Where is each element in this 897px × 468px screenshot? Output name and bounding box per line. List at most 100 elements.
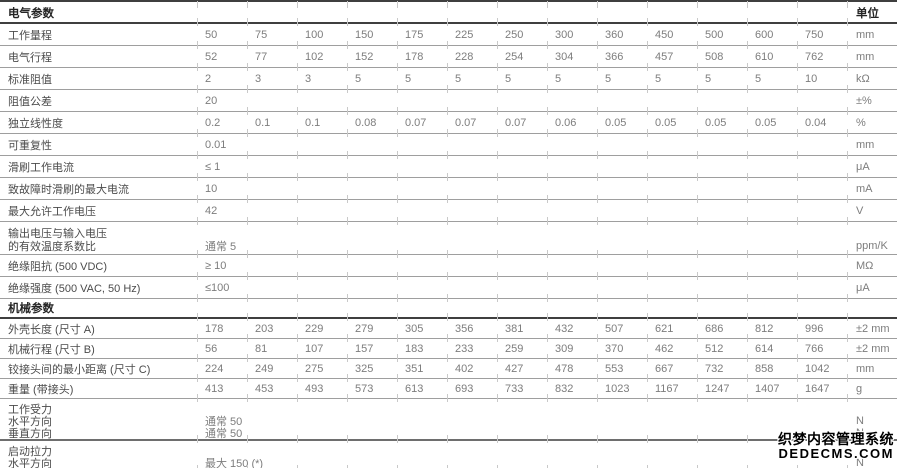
watermark-cms-name: 织梦内容管理系统 (778, 431, 894, 448)
value-cell: 224 (205, 362, 224, 375)
value-cell: 693 (455, 382, 474, 395)
row-label: 绝缘阻抗 (500 VDC) (8, 260, 108, 273)
value-cell: 733 (505, 382, 524, 395)
multi-line-row: 输出电压与输入电压 的有效温度系数比 通常 5 ppm/K (0, 222, 897, 258)
unit-cell: mA (856, 182, 873, 195)
value-cell: 3 (305, 72, 312, 85)
value-cell: 450 (655, 28, 674, 41)
row-label: 最大允许工作电压 (8, 205, 96, 218)
value-cell: 0.1 (255, 116, 271, 129)
value-cell: ≤100 (205, 281, 230, 294)
value-cell: 275 (305, 362, 324, 375)
table-row: 滑刷工作电流 ≤ 1 μA (0, 156, 897, 181)
value-cell: 613 (405, 382, 424, 395)
row-label: 外壳长度 (尺寸 A) (8, 323, 95, 336)
value-cell: 10 (805, 72, 818, 85)
value-cell: 最大 150 (*) (205, 458, 264, 468)
unit-cell: mm (856, 50, 875, 63)
value-cell: 621 (655, 322, 674, 335)
value-cell: 356 (455, 322, 474, 335)
value-cell: 1407 (755, 382, 780, 395)
row-label: 垂直方向 (8, 428, 52, 440)
value-cell: 462 (655, 342, 674, 355)
unit-cell: N (856, 457, 864, 468)
unit-cell: mm (856, 362, 875, 375)
value-cell: 5 (455, 72, 462, 85)
value-cell: 150 (355, 28, 374, 41)
value-cell: 77 (255, 50, 268, 63)
value-cell: 478 (555, 362, 574, 375)
unit-cell: ±2 mm (856, 322, 890, 335)
table-row: 绝缘阻抗 (500 VDC) ≥ 10 MΩ (0, 255, 897, 280)
row-label: 重量 (带接头) (8, 383, 74, 396)
section-header-row: 机械参数 (0, 299, 897, 321)
value-cell: 762 (805, 50, 824, 63)
value-cell: 0.05 (605, 116, 627, 129)
unit-cell: mm (856, 138, 875, 151)
value-cell: 500 (705, 28, 724, 41)
row-label: 绝缘强度 (500 VAC, 50 Hz) (8, 282, 141, 295)
table-row: 电气行程 52 77 102 152 178 228 254 304 366 457 508 610 76… (0, 46, 897, 71)
unit-cell: μA (856, 160, 870, 173)
value-cell: 300 (555, 28, 574, 41)
value-cell: 75 (255, 28, 268, 41)
value-cell: 304 (555, 50, 574, 63)
row-label: 水平方向 (8, 416, 52, 428)
value-cell: 0.01 (205, 138, 227, 151)
section-title: 机械参数 (8, 303, 54, 315)
value-cell: 203 (255, 322, 274, 335)
value-cell: 5 (505, 72, 512, 85)
unit-cell: μA (856, 281, 870, 294)
value-cell: 183 (405, 342, 424, 355)
unit-cell: ±% (856, 94, 872, 107)
section-block: 机械参数 外壳长度 (尺寸 A) 178 203 229 279 305 356 381 432 5… (0, 299, 897, 468)
value-cell: 10 (205, 182, 218, 195)
value-cell: 42 (205, 204, 218, 217)
value-cell: 812 (755, 322, 774, 335)
row-label: 输出电压与输入电压 (8, 228, 107, 240)
value-cell: 2 (205, 72, 212, 85)
row-label: 启动拉力 (8, 446, 52, 458)
value-cell: 0.06 (555, 116, 577, 129)
value-cell: 0.05 (655, 116, 677, 129)
row-label: 标准阻值 (8, 73, 52, 86)
value-cell: 0.07 (405, 116, 427, 129)
value-cell: 370 (605, 342, 624, 355)
value-cell: 102 (305, 50, 324, 63)
value-cell: 667 (655, 362, 674, 375)
value-cell: 0.05 (755, 116, 777, 129)
table-row: 独立线性度 0.2 0.1 0.1 0.08 0.07 0.07 0.07 0.06 0.05 0.… (0, 112, 897, 137)
spec-table: 电气参数 单位 工作量程 50 75 100 150 175 225 250 300 360 450 50… (0, 4, 897, 468)
section-title: 电气参数 (8, 8, 54, 20)
table-row: 标准阻值 2 3 3 5 5 5 5 5 5 5 5 5 10 kΩ (0, 68, 897, 93)
value-cell: 0.07 (455, 116, 477, 129)
value-cell: 通常 50 (205, 416, 243, 428)
value-cell: 1023 (605, 382, 630, 395)
table-row: 绝缘强度 (500 VAC, 50 Hz) ≤100 μA (0, 277, 897, 302)
row-label: 工作受力 (8, 404, 52, 416)
multi-line-row: 启动拉力 水平方向 最大 150 (*) N (0, 441, 897, 468)
value-cell: 610 (755, 50, 774, 63)
value-cell: 3 (255, 72, 262, 85)
section-block: 电气参数 单位 工作量程 50 75 100 150 175 225 250 300 360 450 50… (0, 4, 897, 302)
value-cell: 225 (455, 28, 474, 41)
value-cell: 5 (705, 72, 712, 85)
row-label: 水平方向 (8, 458, 52, 468)
value-cell: 1167 (655, 382, 679, 395)
value-cell: 通常 5 (205, 241, 237, 253)
table-row: 致故障时滑刷的最大电流 10 mA (0, 178, 897, 203)
watermark-cms-domain: DEDECMS.COM (778, 446, 894, 462)
value-cell: 0.08 (355, 116, 377, 129)
value-cell: 178 (405, 50, 424, 63)
value-cell: 573 (355, 382, 374, 395)
row-label: 阻值公差 (8, 95, 52, 108)
value-cell: 996 (805, 322, 824, 335)
value-cell: 553 (605, 362, 624, 375)
value-cell: 1647 (805, 382, 830, 395)
row-label: 致故障时滑刷的最大电流 (8, 183, 129, 196)
value-cell: 0.05 (705, 116, 727, 129)
watermark: 织梦内容管理系统 DEDECMS.COM (778, 432, 894, 461)
value-cell: 5 (405, 72, 412, 85)
value-cell: 175 (405, 28, 424, 41)
